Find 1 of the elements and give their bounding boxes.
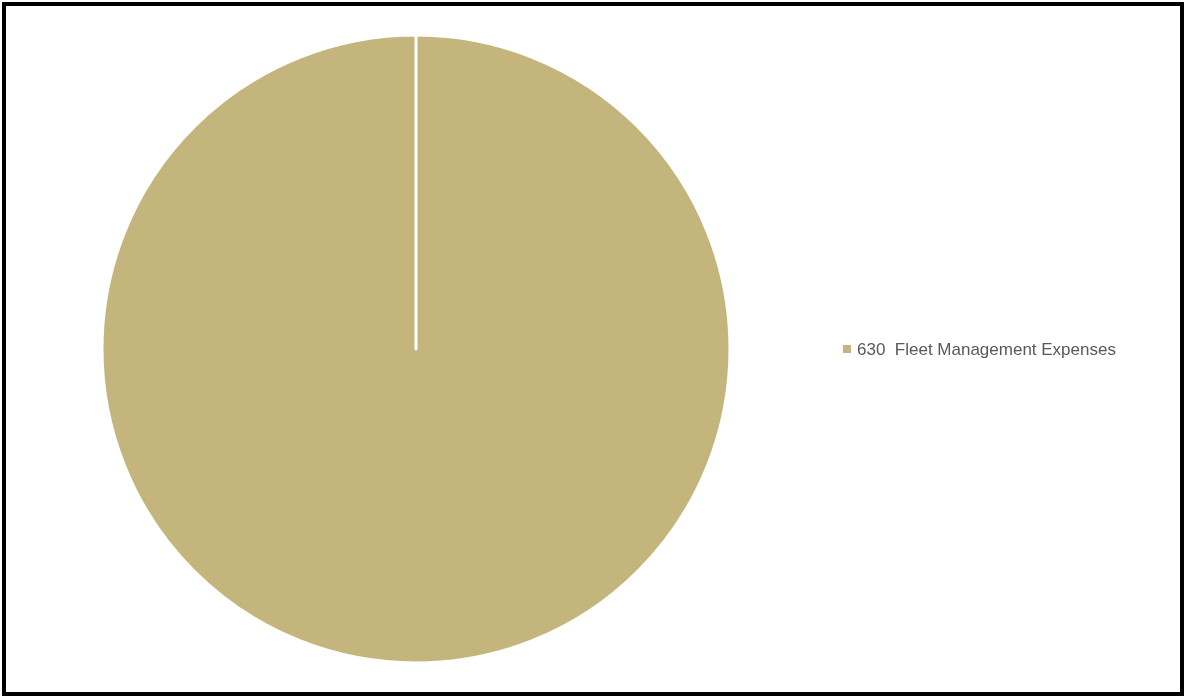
legend-label: 630 Fleet Management Expenses <box>857 339 1116 359</box>
